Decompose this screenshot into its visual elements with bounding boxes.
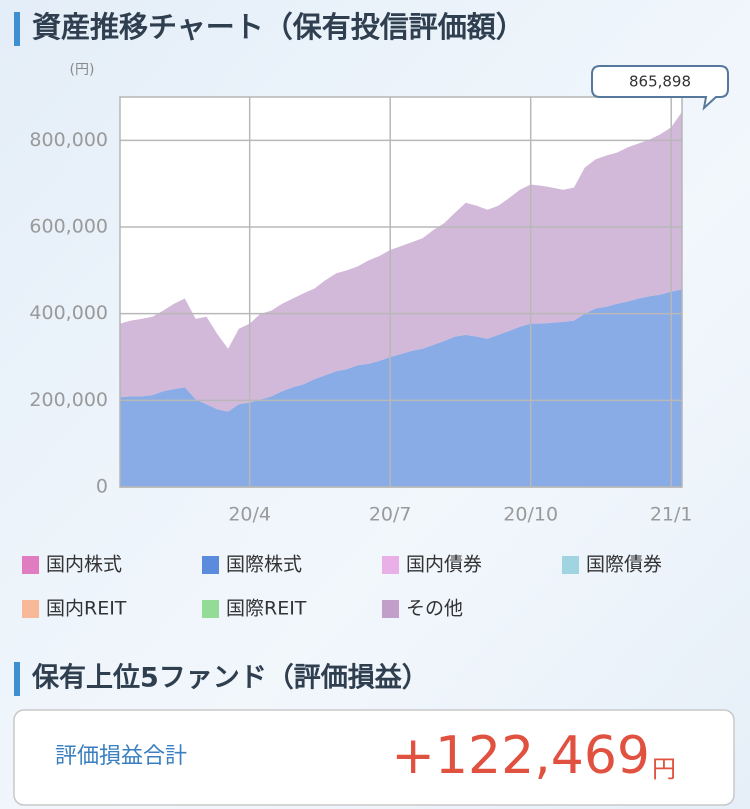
x-tick-label: 20/10 (503, 504, 558, 526)
summary-card (13, 709, 735, 806)
legend-swatch (202, 600, 219, 618)
legend-swatch (382, 600, 399, 618)
summary-label: 評価損益合計 (55, 744, 187, 769)
legend-label: その他 (406, 598, 463, 620)
y-tick-label: 800,000 (29, 129, 108, 151)
page-title: 資産推移チャート（保有投信評価額） (32, 10, 525, 44)
legend-swatch (202, 556, 219, 574)
legend-label: 国内債券 (406, 554, 482, 576)
area (120, 111, 682, 412)
annotation-bubble (591, 65, 729, 111)
y-unit: (円) (70, 62, 95, 78)
plot (120, 97, 682, 488)
section-title: 保有上位5ファンド（評価損益） (31, 662, 429, 694)
legend-swatch (22, 556, 39, 574)
title-bar (14, 12, 20, 46)
y-tick-label: 600,000 (29, 216, 108, 238)
y-tick-label: 400,000 (29, 302, 108, 324)
legend-label: 国内REIT (46, 598, 127, 620)
legend-label: 国際株式 (226, 554, 302, 576)
legend-swatch (562, 556, 579, 574)
plot-frame (119, 96, 683, 488)
x-tick-label: 20/7 (369, 504, 412, 526)
y-tick-label: 0 (96, 476, 108, 498)
legend-label: 国内株式 (46, 554, 122, 576)
legend-label: 国際REIT (226, 598, 307, 620)
area (120, 289, 682, 487)
annotation-text: 865,898 (629, 73, 691, 91)
legend-swatch (382, 556, 399, 574)
legend-label: 国際債券 (586, 554, 662, 576)
x-tick-label: 20/4 (228, 504, 271, 526)
section-bar (14, 662, 20, 696)
annotation: 865,898 (591, 65, 729, 111)
summary-unit: 円 (652, 755, 676, 783)
legend-swatch (22, 600, 39, 618)
summary-value: +122,469 (391, 726, 650, 786)
x-tick-label: 21/1 (650, 504, 693, 526)
y-tick-label: 200,000 (29, 389, 108, 411)
